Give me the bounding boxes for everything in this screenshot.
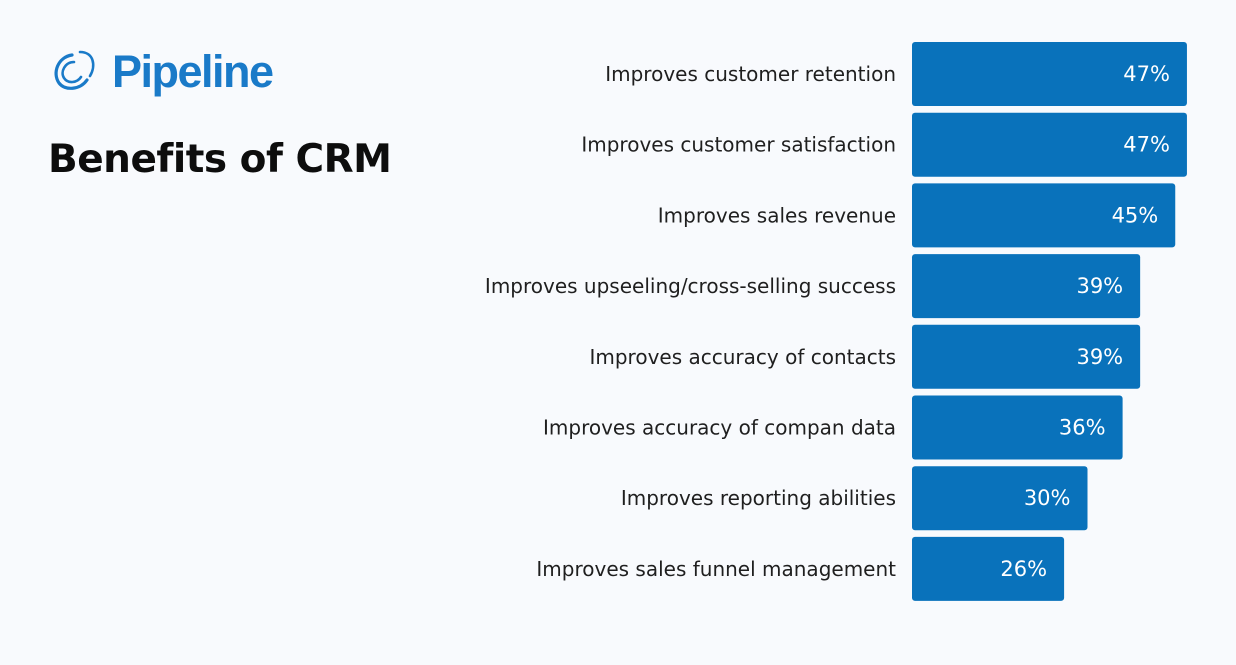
swirl-logo-icon <box>54 50 95 90</box>
value-label: 30% <box>1024 486 1071 510</box>
value-label: 39% <box>1076 345 1123 369</box>
bar <box>912 112 1187 177</box>
bar <box>912 254 1141 319</box>
page-title: Benefits of CRM <box>48 137 392 182</box>
brand-name: Pipeline <box>112 45 274 97</box>
brand-logo: Pipeline <box>50 44 274 98</box>
category-label: Improves sales funnel management <box>536 557 896 581</box>
value-label: 36% <box>1059 416 1106 440</box>
category-label: Improves upseeling/cross-selling success <box>485 274 896 298</box>
bar <box>912 183 1176 248</box>
category-label: Improves customer satisfaction <box>581 133 896 157</box>
bar <box>912 324 1141 389</box>
category-label: Improves accuracy of contacts <box>589 345 896 369</box>
bar <box>912 536 1065 601</box>
value-label: 47% <box>1123 62 1170 86</box>
bar <box>912 42 1187 106</box>
category-label: Improves customer retention <box>605 62 896 86</box>
category-label: Improves sales revenue <box>658 203 896 227</box>
category-label: Improves reporting abilities <box>621 486 896 510</box>
bar <box>912 395 1123 460</box>
value-label: 45% <box>1112 203 1159 227</box>
value-label: 39% <box>1076 274 1123 298</box>
bar <box>912 466 1088 531</box>
value-label: 47% <box>1123 133 1170 157</box>
category-label: Improves accuracy of compan data <box>543 416 896 440</box>
value-label: 26% <box>1000 557 1047 581</box>
